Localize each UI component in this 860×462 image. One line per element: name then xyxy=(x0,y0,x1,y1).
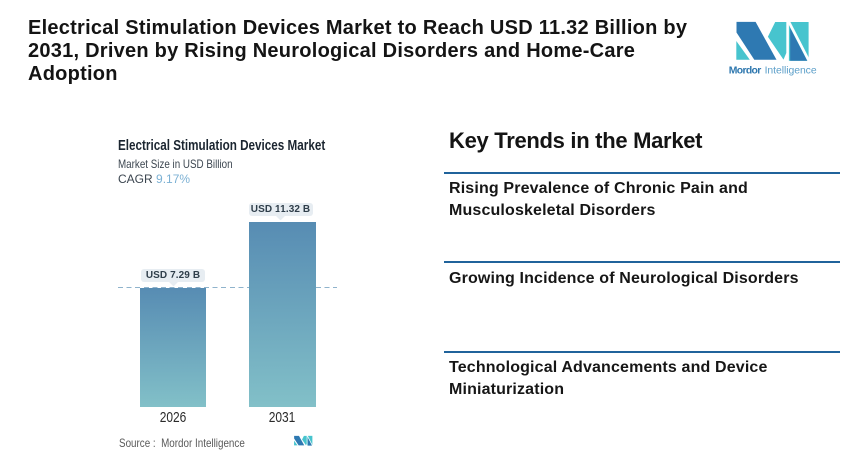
svg-text:Mordor: Mordor xyxy=(729,65,762,76)
svg-text:Intelligence: Intelligence xyxy=(765,65,817,76)
